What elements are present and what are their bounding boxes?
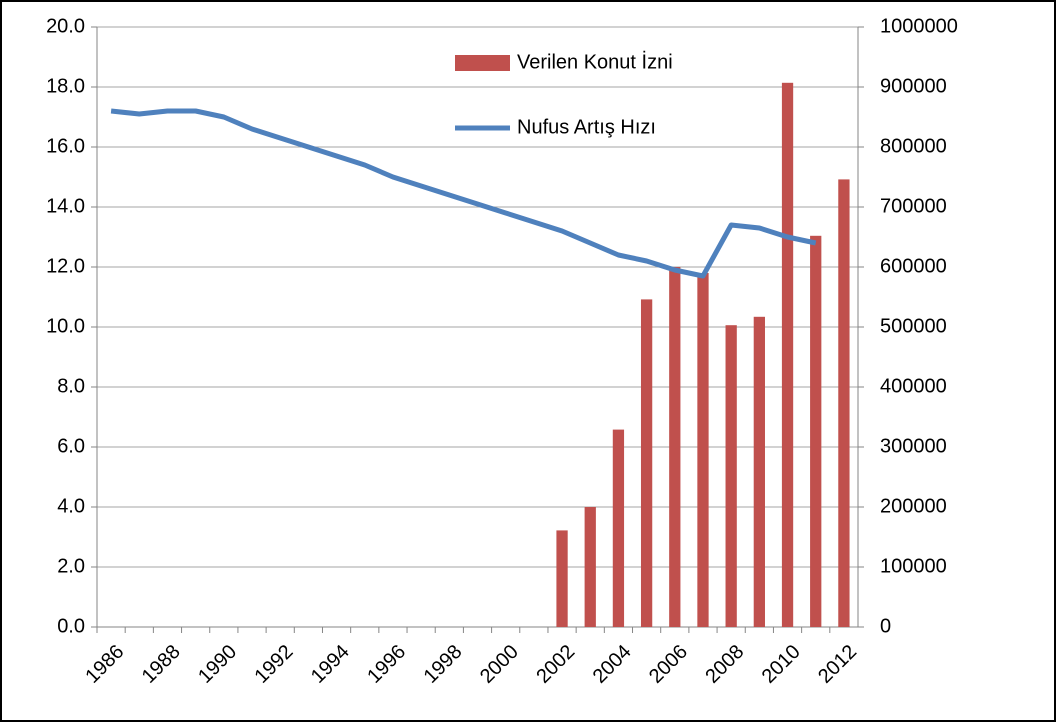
y2-tick-label: 800000 [880, 135, 947, 157]
y-tick-label: 10.0 [46, 315, 85, 337]
bar [640, 299, 653, 627]
legend-swatch [455, 55, 510, 71]
y2-tick-label: 300000 [880, 435, 947, 457]
y-tick-label: 8.0 [57, 375, 85, 397]
bar [725, 325, 737, 627]
y2-tick-label: 200000 [880, 495, 947, 517]
y2-tick-label: 100000 [880, 555, 947, 577]
bar [838, 179, 850, 627]
y-tick-label: 18.0 [46, 75, 85, 97]
y2-tick-label: 1000000 [880, 15, 958, 37]
bar [753, 316, 765, 627]
y-tick-label: 20.0 [46, 15, 85, 37]
bar [781, 82, 794, 628]
y-tick-label: 2.0 [57, 555, 85, 577]
bar [810, 235, 822, 628]
y-tick-label: 0.0 [57, 615, 85, 637]
y-tick-label: 16.0 [46, 135, 85, 157]
y2-tick-label: 400000 [880, 375, 947, 397]
y2-tick-label: 900000 [880, 75, 947, 97]
y-tick-label: 12.0 [46, 255, 85, 277]
bar [697, 273, 709, 627]
line [110, 108, 817, 279]
y-tick-label: 6.0 [57, 435, 85, 457]
y2-tick-label: 700000 [880, 195, 947, 217]
bar [612, 429, 625, 627]
y2-tick-label: 500000 [880, 315, 947, 337]
legend-label: Verilen Konut İzni [517, 50, 673, 73]
bar [556, 530, 568, 627]
y2-tick-label: 0 [880, 615, 891, 637]
y2-tick-label: 600000 [880, 255, 947, 277]
y-tick-label: 14.0 [46, 195, 85, 217]
bar [584, 507, 596, 627]
y-tick-label: 4.0 [57, 495, 85, 517]
bar [669, 267, 681, 627]
legend-label: Nufus Artış Hızı [517, 116, 656, 138]
